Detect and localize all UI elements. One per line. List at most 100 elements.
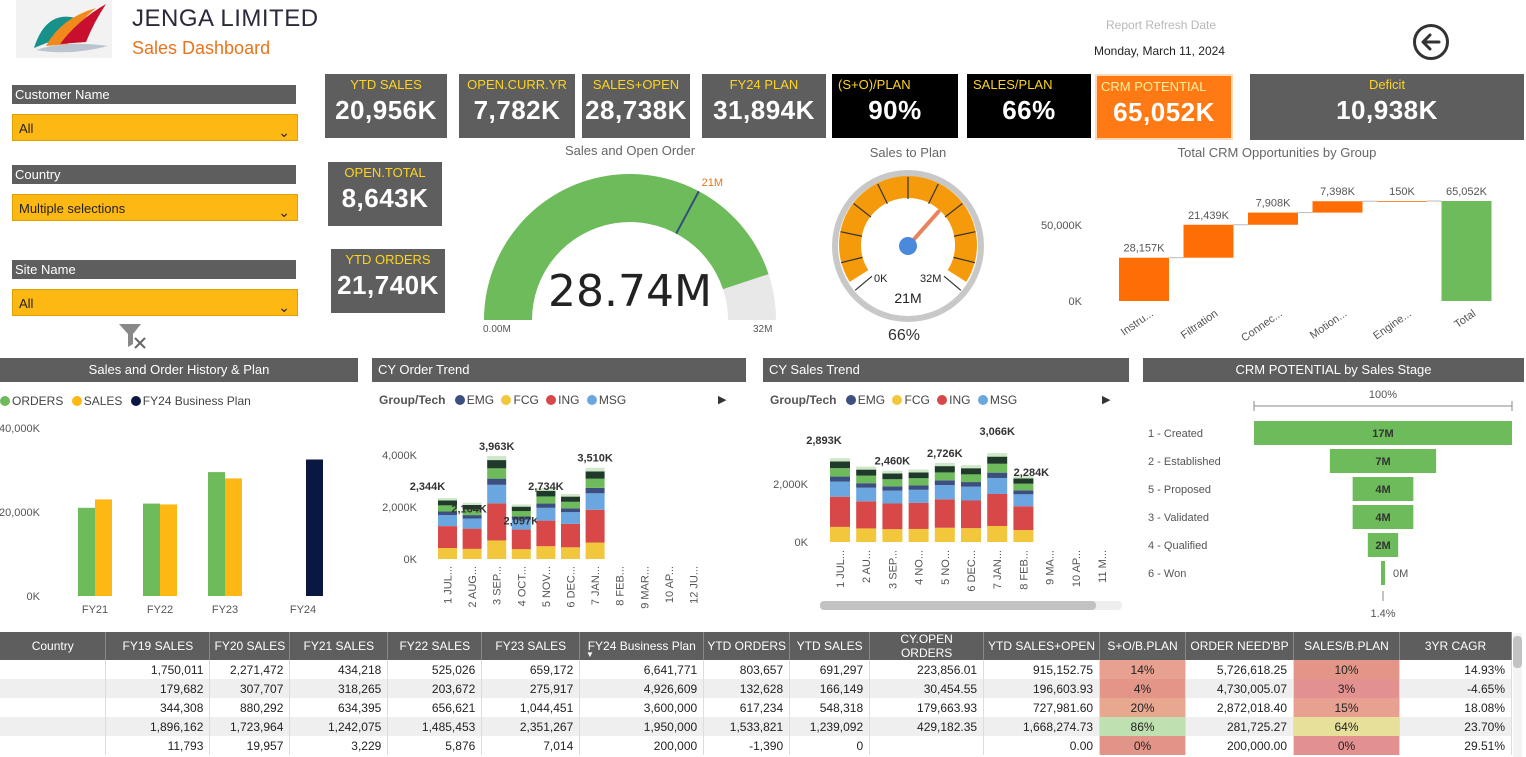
column-header[interactable]: Country (0, 632, 107, 660)
history-legend: ORDERS SALES FY24 Business Plan (0, 394, 251, 408)
table-cell: 20% (1099, 698, 1187, 717)
waterfall-bar (1248, 212, 1298, 225)
company-logo (16, 0, 112, 58)
x-tick-label: Instru... (1119, 308, 1156, 339)
column-header[interactable]: S+O/B.PLAN (1099, 632, 1187, 660)
stacked-segment (585, 467, 605, 472)
scrollbar-thumb[interactable] (1513, 636, 1522, 668)
kpi-label: FY24 PLAN (729, 77, 799, 92)
legend-dot (71, 396, 82, 406)
x-tick-label: 8 FEB... (1018, 550, 1030, 590)
table-cell: 0% (1293, 736, 1400, 755)
stacked-segment (536, 503, 556, 508)
scrollbar-thumb[interactable] (820, 601, 1096, 610)
table-cell: 915,152.75 (983, 660, 1101, 679)
table-cell (0, 736, 107, 755)
stacked-segment (438, 505, 457, 512)
funnel-value-label: 2M (1375, 540, 1390, 552)
stacked-segment (856, 501, 877, 529)
legend-next-arrow-icon[interactable]: ▶ (718, 394, 727, 406)
x-tick-label: 3 SEP... (887, 550, 899, 589)
site-slicer-dropdown[interactable]: All ⌄ (12, 289, 298, 316)
orders-bar (208, 472, 225, 596)
total-label: 2,164K (451, 504, 487, 516)
funnel-chart: 100% 1 - Created 17M 2 - Established 7M 5 - P… (1148, 389, 1513, 620)
x-tick-label: 6 DEC... (566, 566, 578, 608)
stacked-segment (585, 487, 605, 494)
legend-next-arrow-icon[interactable]: ▶ (1102, 394, 1111, 406)
column-header[interactable]: FY24 Business Plan (579, 632, 705, 660)
column-header[interactable]: YTD SALES (789, 632, 871, 660)
stacked-segment (961, 482, 981, 487)
table-cell: 318,265 (289, 679, 389, 698)
y-tick-label: 0K (27, 591, 41, 603)
customer-slicer-dropdown[interactable]: All ⌄ (12, 114, 298, 141)
x-tick-label: Filtration (1179, 308, 1220, 342)
x-tick-label: 2 AUG... (467, 566, 479, 608)
table-cell: 6,641,771 (579, 660, 705, 679)
stacked-segment (830, 481, 850, 497)
stacked-segment (1013, 530, 1034, 542)
table-row[interactable]: 179,682 307,707 318,265 203,672 275,917 4,926… (0, 679, 1513, 698)
column-header[interactable]: SALES/B.PLAN (1293, 632, 1400, 660)
table-row[interactable]: 1,750,011 2,271,472 434,218 525,026 659,172 6… (0, 660, 1513, 679)
column-header[interactable]: CY.OPEN ORDERS (869, 632, 985, 660)
stacked-segment (934, 485, 955, 500)
total-label: 3,963K (479, 441, 515, 453)
legend-dot (845, 395, 856, 405)
table-cell: 1,896,162 (105, 717, 211, 736)
kpi-value: 21,740K (337, 270, 439, 300)
x-tick-label: 9 MAR... (639, 566, 651, 609)
table-cell: 2,271,472 (209, 660, 291, 679)
funnel-value-label: 0M (1393, 568, 1408, 580)
table-cell: 200,000 (579, 736, 705, 755)
column-header[interactable]: YTD SALES+OPEN (983, 632, 1101, 660)
back-arrow-icon[interactable] (1412, 23, 1450, 61)
stacked-segment (462, 528, 482, 549)
column-header[interactable]: FY23 SALES (481, 632, 581, 660)
company-name: JENGA LIMITED (132, 5, 319, 32)
waterfall-bar (1119, 257, 1169, 301)
gauge-tick (854, 275, 873, 291)
stacked-segment (487, 478, 507, 485)
vertical-scrollbar[interactable] (1513, 633, 1522, 757)
column-header[interactable]: ORDER NEED'BP (1185, 632, 1294, 660)
orders-bar (143, 503, 160, 596)
stacked-segment (462, 502, 482, 505)
stacked-segment (908, 489, 929, 503)
stacked-segment (830, 526, 850, 542)
funnel-bar (1352, 505, 1414, 529)
table-row[interactable]: 344,308 880,292 634,395 656,621 1,044,451 3,6… (0, 698, 1513, 717)
country-slicer-dropdown[interactable]: Multiple selections ⌄ (12, 194, 298, 221)
legend-dot (130, 396, 141, 406)
stacked-segment (882, 529, 903, 542)
table-row[interactable]: 11,793 19,957 3,229 5,876 7,014 200,000 -1,390… (0, 736, 1513, 755)
table-row[interactable]: 1,896,162 1,723,964 1,242,075 1,485,453 2,35… (0, 717, 1513, 736)
stacked-segment (536, 490, 556, 497)
stacked-segment (961, 468, 981, 475)
clear-filter-icon[interactable] (118, 322, 148, 350)
total-label: 2,097K (504, 515, 540, 527)
kpi-value: 90% (868, 95, 922, 125)
column-header[interactable]: FY19 SALES (105, 632, 211, 660)
sales-bar (160, 504, 177, 596)
table-cell: 0% (1099, 736, 1187, 755)
funnel-stage-label: 3 - Validated (1148, 512, 1209, 524)
table-cell: 14% (1099, 660, 1187, 679)
stacked-segment (934, 527, 955, 542)
stacked-segment (462, 548, 482, 559)
column-header[interactable]: YTD ORDERS (703, 632, 791, 660)
stacked-segment (856, 483, 877, 488)
column-header[interactable]: FY22 SALES (387, 632, 483, 660)
column-header[interactable]: FY21 SALES (289, 632, 389, 660)
kpi-label: CRM POTENTIAL (1101, 79, 1207, 94)
total-label: 3,066K (979, 426, 1015, 438)
stacked-segment (856, 475, 877, 484)
legend-dot (586, 395, 597, 405)
column-header[interactable]: FY20 SALES (209, 632, 291, 660)
horizontal-scrollbar[interactable] (820, 601, 1122, 610)
x-tick-label: FY23 (212, 604, 238, 616)
sales-trend-chart: 2,000K 0K 2,893K 1 JUL... 2 AU... 2,460K 3 SEP… (773, 426, 1109, 591)
column-header[interactable]: 3YR CAGR (1399, 632, 1513, 660)
country-slicer-value: Multiple selections (19, 201, 126, 216)
